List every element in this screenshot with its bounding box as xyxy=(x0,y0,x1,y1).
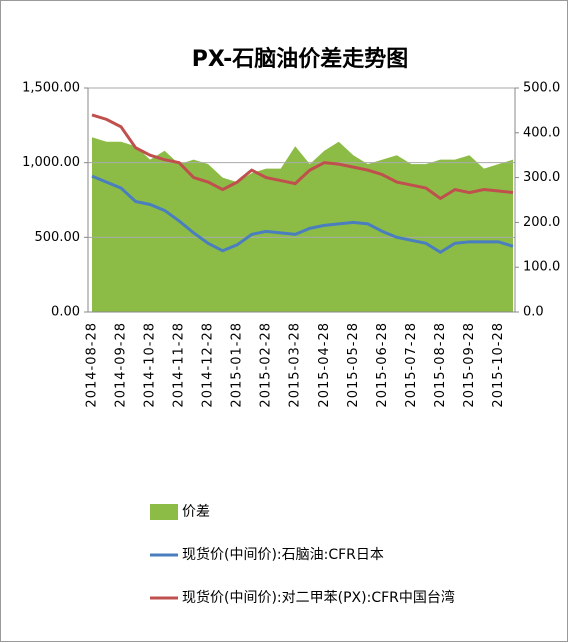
x-tick-label: 2014-08-28 xyxy=(85,322,100,408)
x-tick-label: 2015-08-28 xyxy=(433,322,448,408)
line xyxy=(91,113,514,201)
chart-title: PX-石脑油价差走势图 xyxy=(192,46,408,72)
y-tick-label: 1,000.00 xyxy=(22,155,80,170)
legend-label: 现货价(中间价):石脑油:CFR日本 xyxy=(182,546,384,563)
x-tick-label: 2014-11-28 xyxy=(172,322,187,408)
y2-tick-label: 100.0 xyxy=(523,260,560,275)
x-tick-label: 2015-07-28 xyxy=(404,322,419,408)
y-tick-label: 1,500.00 xyxy=(22,81,80,96)
x-tick-label: 2015-09-28 xyxy=(462,322,477,408)
y2-tick-label: 400.0 xyxy=(523,125,560,140)
y2-tick-label: 500.0 xyxy=(523,81,560,96)
x-tick-label: 2015-03-28 xyxy=(288,322,303,408)
area xyxy=(92,137,513,312)
y2-tick-label: 300.0 xyxy=(523,170,560,185)
x-tick-label: 2014-12-28 xyxy=(201,322,216,408)
x-tick-label: 2015-02-28 xyxy=(259,322,274,408)
x-tick-label: 2015-04-28 xyxy=(317,322,332,408)
y-tick-label: 0.00 xyxy=(51,305,80,320)
y2-tick-label: 0.0 xyxy=(523,305,544,320)
x-tick-label: 2014-09-28 xyxy=(114,322,129,408)
x-tick-label: 2015-10-28 xyxy=(491,322,506,408)
line xyxy=(91,174,514,255)
x-tick-label: 2015-01-28 xyxy=(230,322,245,408)
x-tick-label: 2015-06-28 xyxy=(375,322,390,408)
x-tick-label: 2015-05-28 xyxy=(346,322,361,408)
legend-swatch xyxy=(150,504,178,520)
legend-label: 价差 xyxy=(182,504,210,520)
x-tick-label: 2014-10-28 xyxy=(143,322,158,408)
y-tick-label: 500.00 xyxy=(35,230,81,245)
y2-tick-label: 200.0 xyxy=(523,215,560,230)
legend-label: 现货价(中间价):对二甲苯(PX):CFR中国台湾 xyxy=(182,589,455,606)
